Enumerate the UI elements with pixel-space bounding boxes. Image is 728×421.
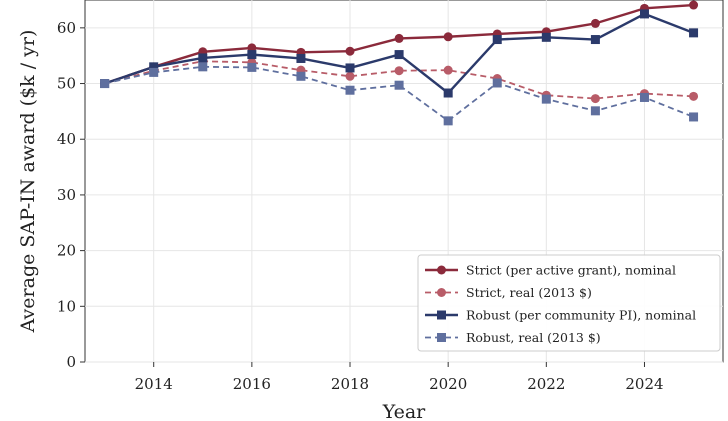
y-tick-label: 50: [57, 75, 76, 93]
series-layer: [100, 0, 699, 126]
data-point: [345, 46, 355, 56]
data-point: [437, 310, 446, 320]
data-point: [394, 66, 404, 76]
legend-label: Strict (per active grant), nominal: [466, 263, 676, 278]
legend-box: [417, 254, 721, 352]
data-point: [492, 35, 502, 45]
data-point: [437, 333, 446, 342]
data-point: [394, 50, 404, 60]
data-point: [590, 35, 600, 45]
x-tick-label: 2024: [625, 375, 663, 393]
data-point: [198, 62, 208, 72]
data-point: [394, 33, 404, 43]
data-point: [149, 62, 159, 72]
y-tick-label: 0: [66, 353, 76, 371]
data-point: [689, 0, 699, 10]
data-point: [100, 79, 110, 89]
data-point: [443, 116, 453, 126]
data-point: [443, 88, 453, 98]
data-point: [689, 112, 699, 122]
data-point: [345, 71, 355, 81]
x-tick-label: 2020: [429, 375, 467, 393]
data-point: [345, 63, 355, 73]
legend: Strict (per active grant), nominal Strict…: [417, 254, 721, 352]
data-point: [198, 53, 208, 63]
x-tick-label: 2018: [331, 375, 369, 393]
data-point: [296, 71, 306, 81]
data-point: [437, 288, 446, 297]
data-point: [437, 265, 446, 275]
data-point: [443, 65, 453, 75]
data-point: [541, 94, 551, 104]
x-tick-label: 2014: [135, 375, 173, 393]
series-4: [100, 62, 699, 126]
data-point: [149, 67, 159, 77]
data-point: [689, 28, 699, 38]
y-tick-label: 30: [57, 186, 76, 204]
data-point: [492, 78, 502, 88]
x-axis-title: Year: [382, 401, 426, 421]
data-point: [590, 18, 600, 28]
data-point: [443, 32, 453, 42]
axis-ticks: 2014 2016 2018 2020 2022 2024 0 10 20 30 40 50 60: [57, 19, 664, 393]
y-tick-label: 20: [57, 242, 76, 260]
data-point: [639, 9, 649, 19]
data-point: [247, 62, 257, 72]
data-point: [590, 106, 600, 116]
y-tick-label: 40: [57, 130, 76, 148]
x-tick-label: 2022: [527, 375, 565, 393]
data-point: [247, 50, 257, 60]
data-point: [590, 94, 600, 104]
y-tick-label: 60: [57, 19, 76, 37]
data-point: [296, 53, 306, 63]
legend-label: Robust, real (2013 $): [466, 330, 601, 345]
y-axis-title: Average SAP-IN award ($k / yr): [17, 30, 39, 334]
y-tick-label: 10: [57, 297, 76, 315]
data-point: [345, 85, 355, 95]
legend-label: Robust (per community PI), nominal: [466, 308, 696, 323]
data-point: [639, 92, 649, 102]
data-point: [689, 91, 699, 101]
x-tick-label: 2016: [233, 375, 271, 393]
legend-label: Strict, real (2013 $): [466, 285, 592, 300]
data-point: [394, 80, 404, 90]
data-point: [541, 32, 551, 42]
